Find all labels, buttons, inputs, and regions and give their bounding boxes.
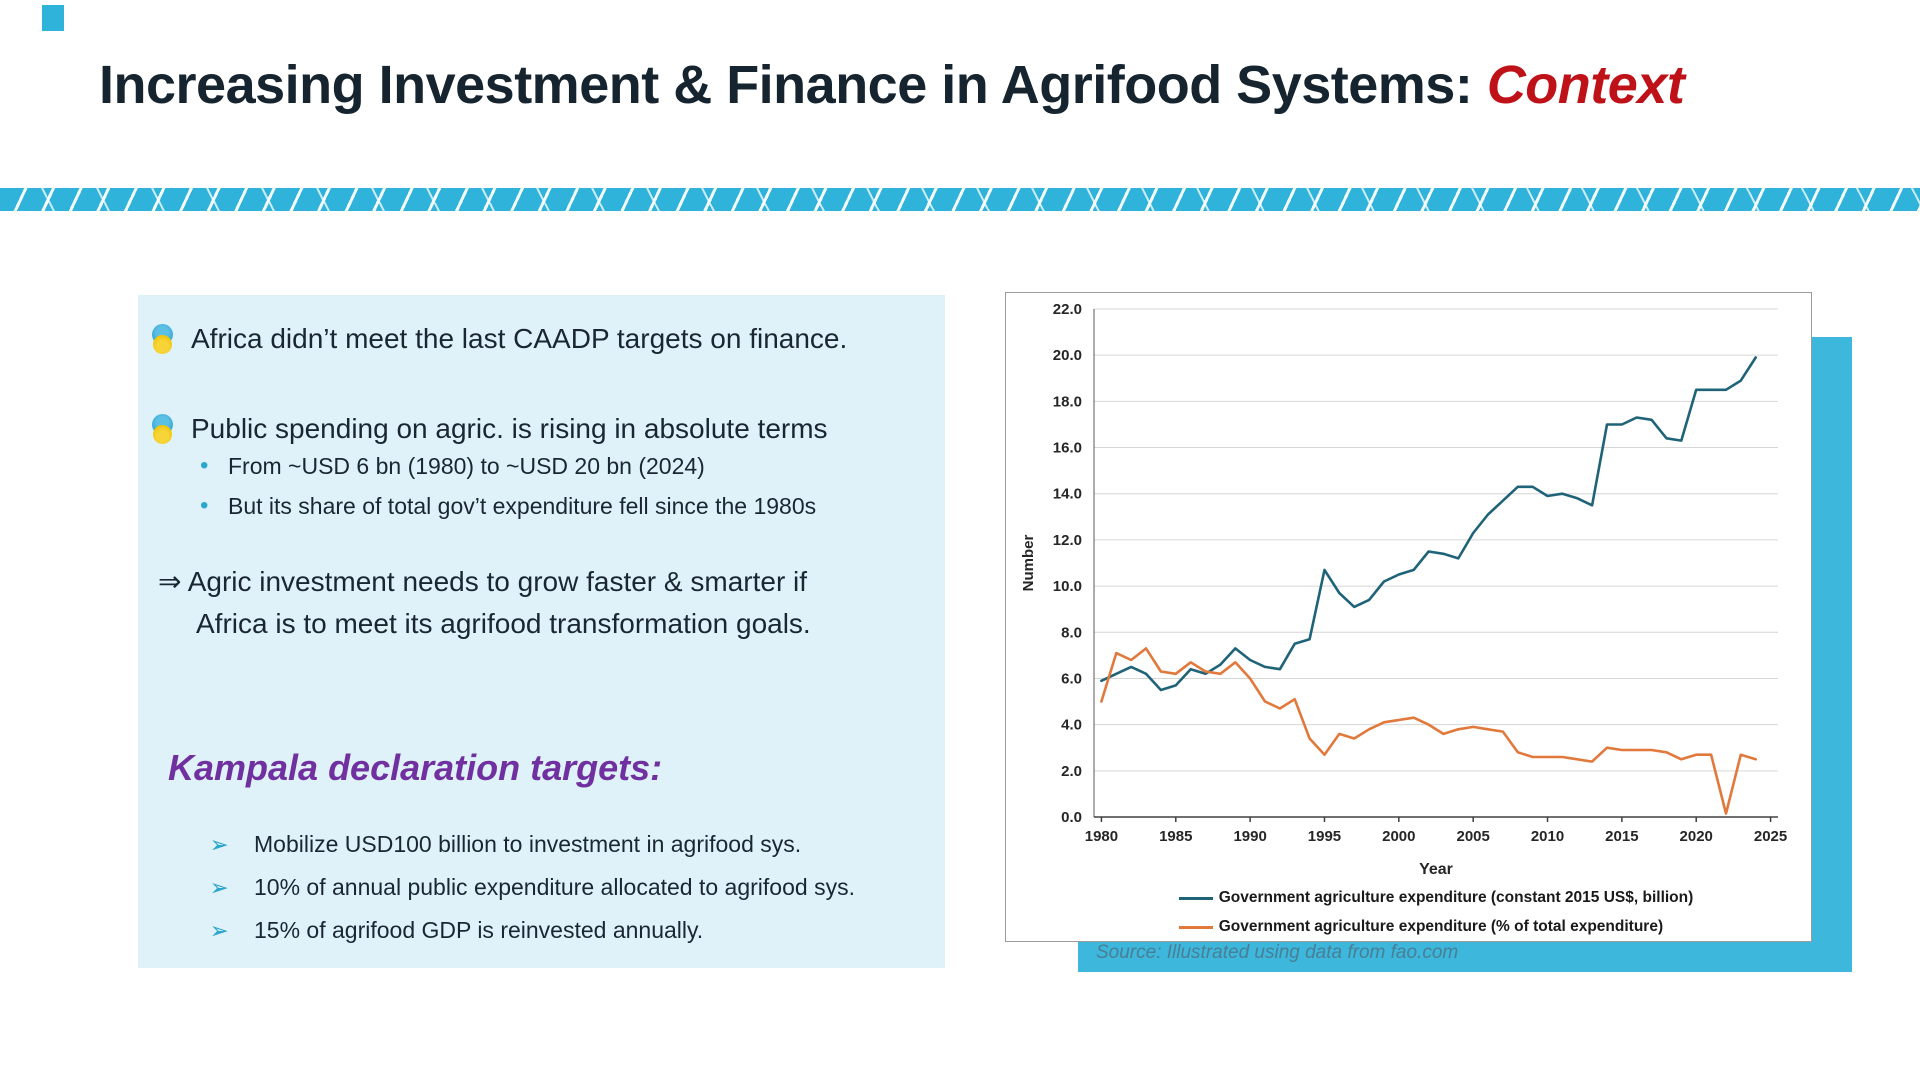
svg-text:2.0: 2.0: [1061, 763, 1082, 780]
dot-bullet-icon: •: [200, 492, 209, 519]
svg-text:12.0: 12.0: [1053, 532, 1082, 549]
svg-text:1990: 1990: [1233, 828, 1266, 845]
slide-title-main: Increasing Investment & Finance in Agrif…: [99, 55, 1487, 115]
key-points-panel: Africa didn’t meet the last CAADP target…: [138, 295, 945, 968]
arrow-bullet-icon: ➢: [210, 875, 229, 900]
svg-text:1985: 1985: [1159, 828, 1192, 845]
legend-label: Government agriculture expenditure (cons…: [1218, 889, 1694, 906]
chart-plot-area: 0.0 2.0 4.0 6.0 8.0 10.0 12.0 14.0 16.0 18.0 20.0 2…: [1053, 301, 1787, 845]
svg-text:4.0: 4.0: [1061, 717, 1082, 734]
sub-bullet-usd: • From ~USD 6 bn (1980) to ~USD 20 bn (2…: [200, 452, 705, 480]
svg-text:2020: 2020: [1680, 828, 1713, 845]
x-axis-title: Year: [1419, 861, 1453, 878]
svg-text:1980: 1980: [1085, 828, 1118, 845]
sub-bullet-text: From ~USD 6 bn (1980) to ~USD 20 bn (202…: [228, 453, 705, 479]
svg-text:2010: 2010: [1531, 828, 1564, 845]
legend-line-swatch: [1178, 925, 1213, 929]
kampala-target-text: 15% of agrifood GDP is reinvested annual…: [254, 917, 704, 943]
kampala-target-item: ➢ 10% of annual public expenditure alloc…: [210, 874, 855, 903]
bullet-item-caadp: Africa didn’t meet the last CAADP target…: [152, 321, 847, 356]
legend-item-usd-billion: Government agriculture expenditure (cons…: [1178, 889, 1694, 907]
svg-text:22.0: 22.0: [1053, 301, 1082, 318]
decorative-rope-band: [0, 188, 1920, 211]
corner-accent: [42, 5, 64, 31]
svg-text:16.0: 16.0: [1053, 440, 1082, 457]
svg-text:2015: 2015: [1605, 828, 1638, 845]
legend-label: Government agriculture expenditure (% of…: [1218, 918, 1664, 935]
expenditure-chart: 0.0 2.0 4.0 6.0 8.0 10.0 12.0 14.0 16.0 18.0 20.0 2…: [1005, 292, 1812, 942]
legend-line-swatch: [1178, 896, 1213, 900]
bullet-text: Africa didn’t meet the last CAADP target…: [191, 323, 848, 354]
slide-title-accent: Context: [1486, 55, 1685, 115]
svg-text:10.0: 10.0: [1053, 578, 1082, 595]
svg-text:2000: 2000: [1382, 828, 1415, 845]
svg-text:18.0: 18.0: [1053, 393, 1082, 410]
y-axis-title: Number: [1020, 534, 1037, 592]
kampala-heading: Kampala declaration targets:: [168, 747, 663, 788]
arrow-bullet-icon: ➢: [210, 832, 229, 857]
globe-bullet-icon: [152, 324, 173, 354]
kampala-target-text: Mobilize USD100 billion to investment in…: [254, 831, 802, 857]
svg-text:8.0: 8.0: [1061, 624, 1082, 641]
kampala-target-item: ➢ Mobilize USD100 billion to investment …: [210, 831, 801, 860]
svg-text:14.0: 14.0: [1053, 486, 1082, 503]
conclusion-line1: ⇒ Agric investment needs to grow faster …: [158, 566, 808, 597]
svg-text:2025: 2025: [1754, 828, 1787, 845]
bullet-item-public-spending: Public spending on agric. is rising in a…: [152, 411, 828, 446]
kampala-target-text: 10% of annual public expenditure allocat…: [254, 874, 855, 900]
conclusion-statement: ⇒ Agric investment needs to grow faster …: [158, 561, 811, 645]
source-note: Source: Illustrated using data from fao.…: [1096, 942, 1459, 963]
bullet-text: Public spending on agric. is rising in a…: [191, 413, 828, 444]
slide-title: Increasing Investment & Finance in Agrif…: [99, 54, 1685, 116]
legend-item-pct-expenditure: Government agriculture expenditure (% of…: [1178, 918, 1664, 936]
globe-bullet-icon: [152, 414, 173, 444]
sub-bullet-share: • But its share of total gov’t expenditu…: [200, 492, 817, 520]
svg-text:0.0: 0.0: [1061, 809, 1082, 826]
conclusion-line2: Africa is to meet its agrifood transform…: [196, 608, 811, 639]
svg-text:2005: 2005: [1456, 828, 1489, 845]
kampala-target-item: ➢ 15% of agrifood GDP is reinvested annu…: [210, 917, 703, 946]
svg-text:6.0: 6.0: [1061, 670, 1082, 687]
chart-legend: Government agriculture expenditure (cons…: [1094, 889, 1778, 936]
svg-text:1995: 1995: [1308, 828, 1341, 845]
svg-text:20.0: 20.0: [1053, 347, 1082, 364]
dot-bullet-icon: •: [200, 452, 209, 479]
arrow-bullet-icon: ➢: [210, 918, 229, 943]
sub-bullet-text: But its share of total gov’t expenditure…: [228, 493, 817, 519]
